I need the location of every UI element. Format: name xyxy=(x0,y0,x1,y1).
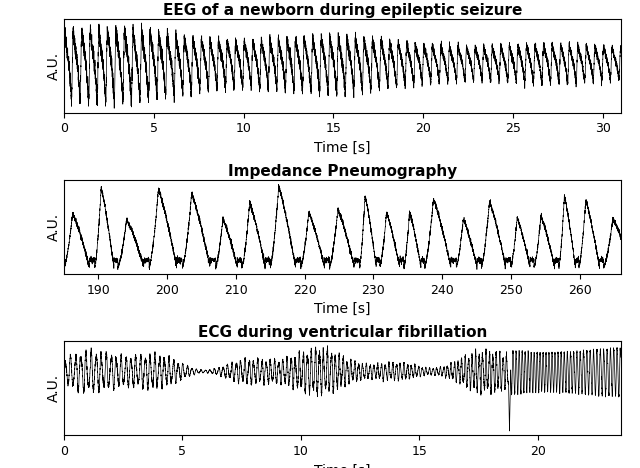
X-axis label: Time [s]: Time [s] xyxy=(314,141,371,155)
Y-axis label: A.U.: A.U. xyxy=(47,374,61,402)
Y-axis label: A.U.: A.U. xyxy=(47,51,61,80)
Title: ECG during ventricular fibrillation: ECG during ventricular fibrillation xyxy=(198,325,487,340)
Title: Impedance Pneumography: Impedance Pneumography xyxy=(228,164,457,179)
X-axis label: Time [s]: Time [s] xyxy=(314,463,371,468)
Y-axis label: A.U.: A.U. xyxy=(47,213,61,241)
X-axis label: Time [s]: Time [s] xyxy=(314,302,371,316)
Title: EEG of a newborn during epileptic seizure: EEG of a newborn during epileptic seizur… xyxy=(163,2,522,18)
